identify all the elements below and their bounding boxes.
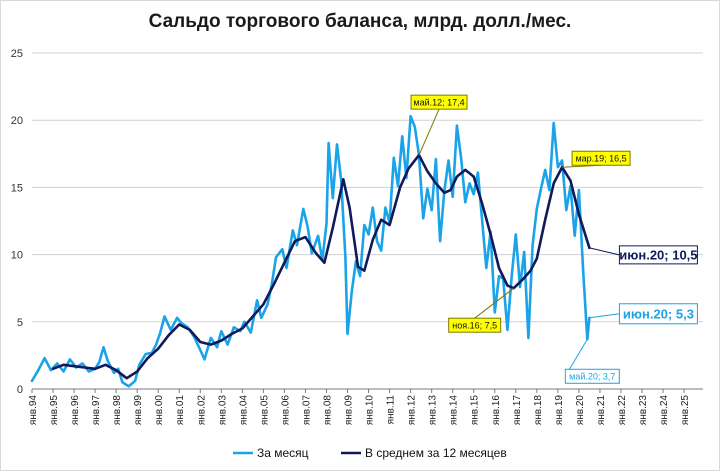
x-tick-label: янв.22 <box>617 395 628 426</box>
annotation-label: июн.20; 5,3 <box>623 306 694 321</box>
series-line-12m-average <box>51 153 591 380</box>
x-tick-label: янв.99 <box>133 395 144 426</box>
x-tick-label: янв.11 <box>386 395 397 425</box>
x-tick-label: янв.00 <box>154 395 165 426</box>
chart-title: Сальдо торгового баланса, млрд. долл./ме… <box>148 11 572 32</box>
annotation-layer: май.12; 17,4 мар.19; 16,5 ноя.16; 7,5 июн.2… <box>410 94 698 384</box>
x-tick-label: янв.12 <box>407 395 418 426</box>
annotation-callout: мар.19; 16,5 <box>562 150 631 168</box>
annotation-box <box>571 150 631 166</box>
x-tick-label: янв.06 <box>280 395 291 426</box>
x-tick-label: янв.16 <box>491 395 502 426</box>
annotation-callout: май.20; 3,7 <box>564 339 620 384</box>
grid-layer <box>32 52 703 323</box>
annotation-box <box>564 368 620 384</box>
annotation-box <box>448 317 502 333</box>
annotation-leader <box>418 108 440 156</box>
y-tick-label: 10 <box>11 250 23 262</box>
x-tick-label: янв.17 <box>512 395 523 426</box>
x-tick-label: янв.94 <box>28 395 39 426</box>
annotation-label: мар.19; 16,5 <box>575 153 626 163</box>
legend-label: За месяц <box>257 446 309 460</box>
annotation-leader <box>474 287 514 319</box>
annotation-label: май.20; 3,7 <box>569 372 615 382</box>
y-tick-label: 25 <box>11 48 23 60</box>
x-tick-label: янв.19 <box>554 395 565 426</box>
y-tick-label: 15 <box>11 182 23 194</box>
annotation-callout: июн.20; 10,5 <box>589 245 698 265</box>
x-tick-label: янв.09 <box>344 395 355 426</box>
annotation-label: ноя.16; 7,5 <box>452 320 497 330</box>
x-tick-label: янв.10 <box>365 395 376 426</box>
x-tick-label: янв.14 <box>449 395 460 426</box>
x-tick-label: янв.95 <box>49 395 60 426</box>
y-tick-label: 5 <box>17 317 23 329</box>
x-tick-label: янв.01 <box>175 395 186 426</box>
x-tick-label: янв.18 <box>533 395 544 426</box>
x-tick-label: янв.21 <box>596 395 607 426</box>
x-tick-label: янв.08 <box>322 395 333 426</box>
x-tick-label: янв.05 <box>259 395 270 426</box>
annotation-callout: май.12; 17,4 <box>410 94 468 156</box>
annotation-box <box>618 303 698 325</box>
legend-label: В среднем за 12 месяцев <box>365 446 507 460</box>
x-tick-label: янв.04 <box>238 395 249 426</box>
x-tick-label: янв.15 <box>470 395 481 426</box>
annotation-box <box>410 94 468 110</box>
x-tick-label: янв.20 <box>575 395 586 426</box>
annotation-label: июн.20; 10,5 <box>619 248 697 263</box>
y-tick-label: 0 <box>17 384 23 396</box>
x-tick-label: янв.03 <box>217 395 228 426</box>
x-tick-label: янв.98 <box>112 395 123 426</box>
annotation-leader <box>589 313 620 319</box>
legend: За месяц В среднем за 12 месяцев <box>233 446 507 460</box>
annotation-callout: ноя.16; 7,5 <box>448 287 514 333</box>
x-tick-label: янв.25 <box>680 395 691 426</box>
x-tick-label: янв.07 <box>301 395 312 426</box>
x-tick-label: янв.02 <box>196 395 207 426</box>
annotation-callout: июн.20; 5,3 <box>589 303 698 325</box>
axis-layer: 0 5 10 15 20 25 янв.94 янв.95 янв.96 янв.97 янв.98… <box>11 48 703 425</box>
x-tick-label: янв.96 <box>70 395 81 426</box>
annotation-label: май.12; 17,4 <box>413 97 464 107</box>
annotation-leader <box>589 247 620 256</box>
x-tick-label: янв.13 <box>428 395 439 426</box>
x-tick-label: янв.23 <box>638 395 649 426</box>
y-tick-label: 20 <box>11 115 23 127</box>
series-line-monthly <box>30 114 591 388</box>
annotation-box <box>618 245 698 265</box>
series-layer <box>30 114 591 388</box>
x-tick-label: янв.97 <box>91 395 102 426</box>
x-tick-label: янв.24 <box>659 395 670 426</box>
